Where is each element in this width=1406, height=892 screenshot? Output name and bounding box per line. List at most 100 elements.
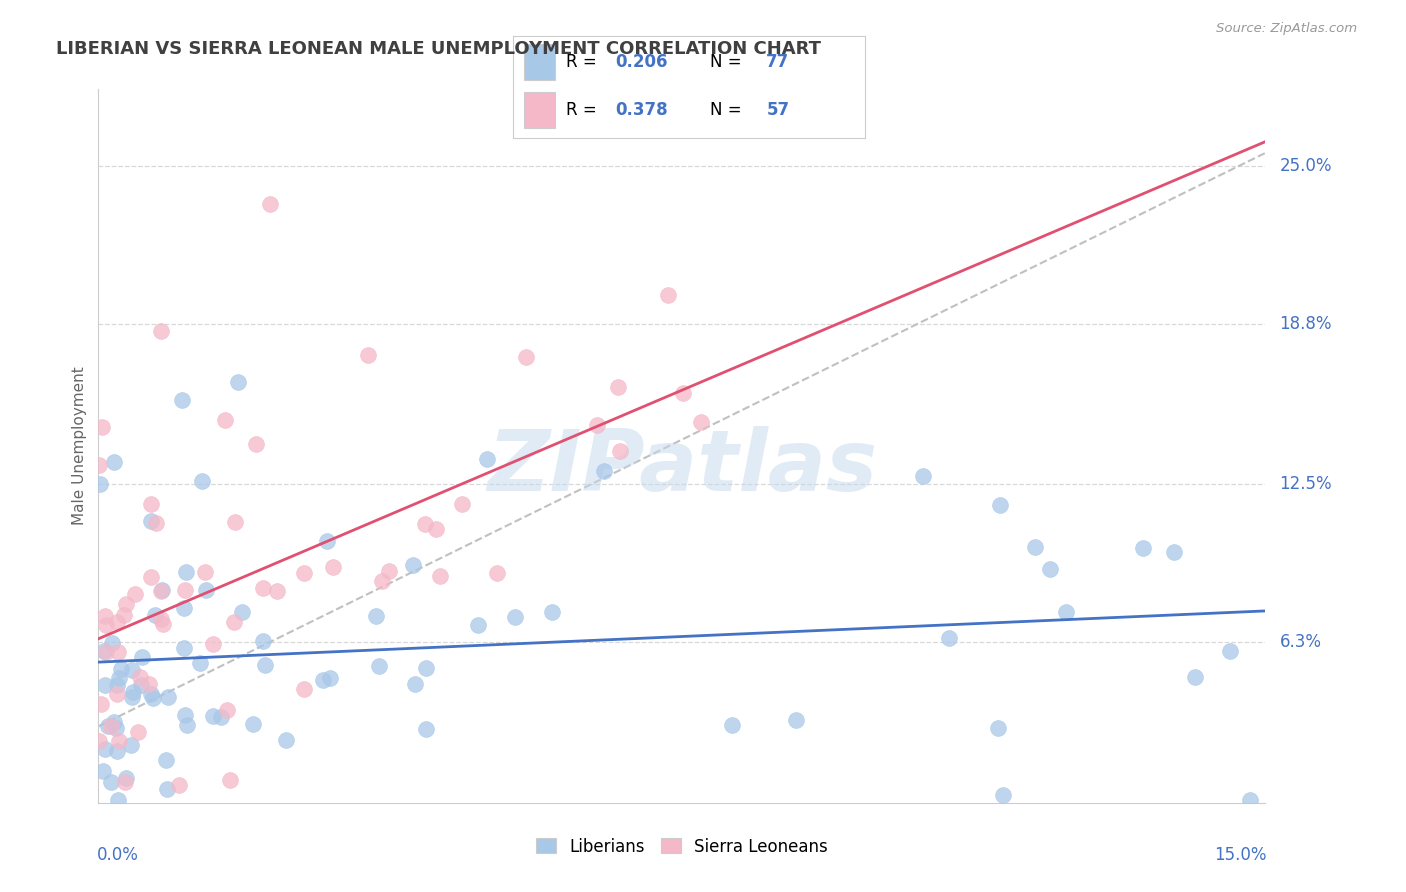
Point (991, 788, 1014, 802)
Point (110, 662, 132, 676)
Point (201, 637, 224, 651)
Text: 18.8%: 18.8% (1279, 315, 1331, 333)
Text: R =: R = (565, 101, 602, 119)
Point (231, 605, 253, 619)
Point (103, 714, 125, 729)
Point (209, 710, 232, 724)
Point (672, 386, 695, 401)
Text: 6.3%: 6.3% (1279, 633, 1322, 651)
Point (96, 645, 118, 659)
Point (108, 671, 131, 685)
Point (173, 600, 195, 615)
Point (108, 734, 131, 748)
Text: LIBERIAN VS SIERRA LEONEAN MALE UNEMPLOYMENT CORRELATION CHART: LIBERIAN VS SIERRA LEONEAN MALE UNEMPLOY… (56, 40, 821, 58)
Point (129, 678, 152, 692)
Point (112, 608, 135, 623)
Point (371, 574, 394, 589)
Point (311, 673, 333, 687)
Point (152, 617, 174, 632)
Point (93, 678, 115, 692)
Point (94, 741, 117, 756)
Point (115, 772, 138, 786)
Point (402, 558, 425, 572)
Point (105, 678, 128, 692)
Point (104, 721, 127, 735)
Point (228, 376, 250, 390)
Point (252, 633, 274, 648)
Point (276, 733, 298, 747)
Point (149, 324, 172, 338)
Bar (523, 92, 555, 128)
Point (425, 522, 447, 536)
Point (224, 615, 246, 629)
Text: 0.0%: 0.0% (97, 846, 139, 863)
Point (415, 661, 437, 675)
Point (114, 775, 136, 789)
Point (245, 437, 267, 451)
Point (254, 658, 277, 673)
Point (128, 670, 150, 684)
Point (87, 734, 110, 748)
Text: ZIPatlas: ZIPatlas (486, 425, 877, 509)
Point (141, 514, 163, 528)
Point (93, 609, 115, 624)
Point (176, 717, 198, 731)
Point (987, 722, 1010, 736)
Text: N =: N = (710, 101, 747, 119)
Point (368, 659, 391, 673)
Point (1219, 644, 1241, 658)
Point (131, 650, 153, 665)
Point (252, 581, 274, 595)
Point (141, 570, 163, 584)
Text: R =: R = (565, 53, 602, 70)
Point (242, 716, 264, 731)
Point (219, 773, 242, 788)
Point (195, 582, 218, 597)
Point (404, 676, 426, 690)
Bar (523, 44, 555, 79)
Point (657, 288, 679, 302)
Text: N =: N = (710, 53, 747, 70)
Point (609, 444, 631, 458)
Point (467, 618, 489, 632)
Point (292, 682, 315, 697)
Point (150, 582, 173, 597)
Point (292, 566, 315, 580)
Point (1054, 605, 1077, 619)
Point (585, 418, 607, 433)
Point (477, 451, 499, 466)
Text: 0.206: 0.206 (614, 53, 668, 70)
Point (364, 609, 387, 624)
Point (115, 597, 138, 611)
Point (93, 644, 115, 658)
Text: 77: 77 (766, 53, 790, 70)
Point (224, 515, 246, 529)
Point (105, 743, 128, 757)
Point (503, 610, 526, 624)
Point (1132, 541, 1154, 556)
Point (105, 687, 128, 701)
Y-axis label: Male Unemployment: Male Unemployment (72, 367, 87, 525)
Point (607, 379, 630, 393)
Text: 25.0%: 25.0% (1279, 157, 1331, 175)
Point (202, 708, 225, 723)
Point (121, 663, 143, 677)
Point (377, 564, 399, 578)
Point (121, 690, 143, 704)
Point (450, 497, 472, 511)
Point (141, 687, 163, 701)
Point (89, 477, 111, 491)
Point (214, 413, 236, 427)
Point (322, 560, 344, 574)
Point (138, 677, 160, 691)
Point (143, 607, 166, 622)
Point (541, 605, 564, 619)
Point (107, 645, 129, 659)
Point (415, 722, 437, 736)
Point (139, 497, 162, 511)
Text: 0.378: 0.378 (614, 101, 668, 119)
Point (120, 739, 142, 753)
Point (413, 517, 436, 532)
Point (156, 781, 179, 796)
Point (188, 656, 211, 670)
